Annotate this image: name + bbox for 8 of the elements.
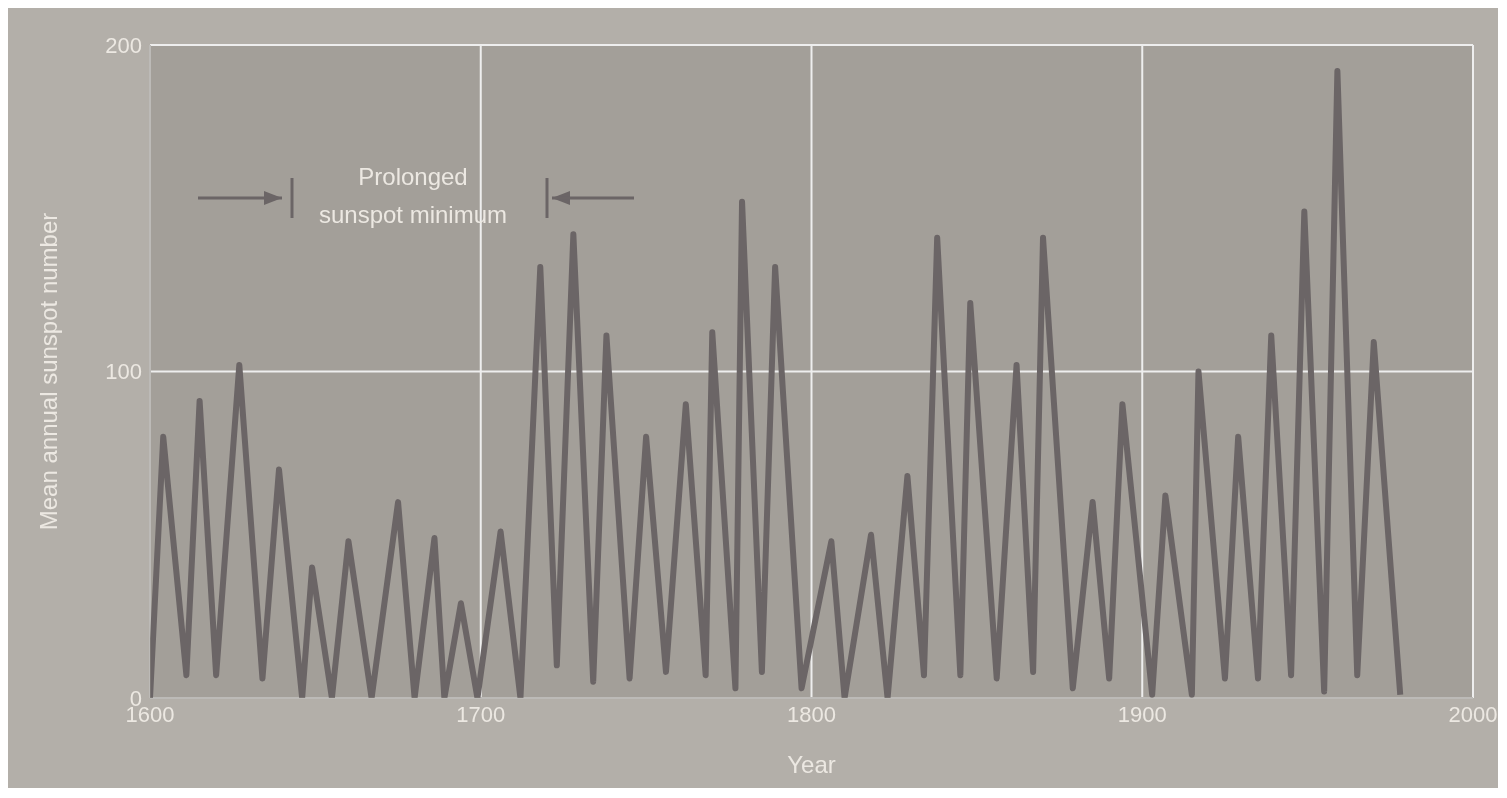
x-axis-title: Year [787,751,836,778]
x-tick-label: 1800 [787,701,836,727]
y-axis-title: Mean annual sunspot number [34,212,62,531]
x-tick-label: 1700 [456,701,506,727]
y-tick-label: 200 [105,32,142,58]
x-tick-label: 1900 [1117,701,1167,727]
x-tick-label: 2000 [1448,701,1498,727]
y-tick-label: 100 [105,359,142,385]
